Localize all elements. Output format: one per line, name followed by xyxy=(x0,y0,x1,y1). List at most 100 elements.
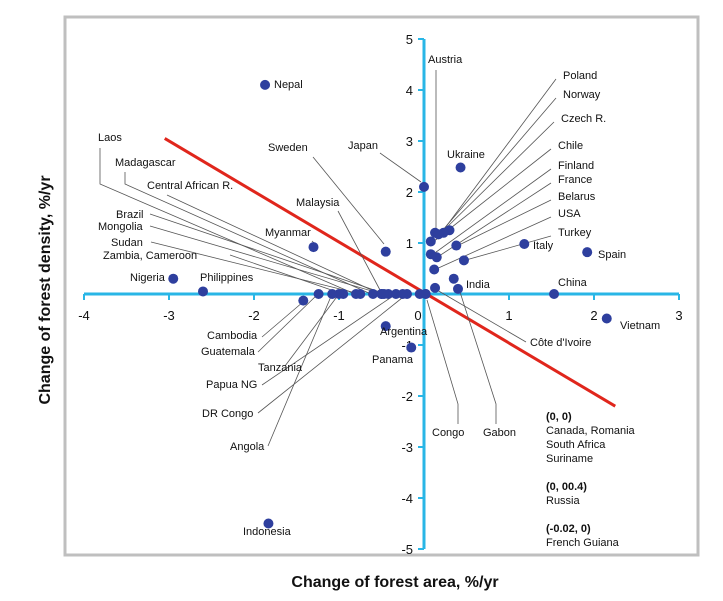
point-nepal xyxy=(260,79,271,90)
label-turkey: Turkey xyxy=(558,227,592,239)
leader-gabon xyxy=(459,291,497,424)
label-austria: Austria xyxy=(428,54,463,66)
label-madagascar: Madagascar xyxy=(115,157,176,169)
point-vietnam xyxy=(601,313,612,324)
point-argentina xyxy=(380,321,391,332)
annotation-title: (-0.02, 0) xyxy=(546,523,591,535)
point-myanmar xyxy=(308,242,319,253)
leader-cambodia xyxy=(261,301,304,338)
point-turkey xyxy=(458,255,469,266)
label-poland: Poland xyxy=(563,70,597,82)
point-belarus xyxy=(451,240,462,251)
label-norway: Norway xyxy=(563,89,601,101)
label-gabon: Gabon xyxy=(483,427,516,439)
leader-zambia-cameroon xyxy=(229,254,344,295)
label-malaysia: Malaysia xyxy=(296,197,340,209)
leader-tanzania xyxy=(284,293,340,367)
point-unlabeled xyxy=(397,289,408,299)
label-czech-r: Czech R. xyxy=(561,113,606,125)
label-india: India xyxy=(466,279,491,291)
leader-malaysia xyxy=(337,210,381,291)
label-tanzania: Tanzania xyxy=(258,362,303,374)
y-tick-label: -4 xyxy=(401,491,413,506)
leader-poland xyxy=(444,78,557,229)
leader-guatemala xyxy=(257,293,319,353)
annotation-line: South Africa xyxy=(546,439,606,451)
y-axis-title: Change of forest density, %/yr xyxy=(37,175,54,404)
annotation-title: (0, 0) xyxy=(546,411,572,423)
point-unlabeled xyxy=(420,289,431,299)
y-tick-label: 5 xyxy=(406,32,413,47)
label-japan: Japan xyxy=(348,140,378,152)
plot-frame xyxy=(63,15,700,557)
point-nigeria xyxy=(168,273,179,284)
point-cambodia xyxy=(298,295,309,306)
point-sweden xyxy=(380,246,391,257)
y-tick-label: -5 xyxy=(401,542,413,557)
label-myanmar: Myanmar xyxy=(265,227,311,239)
label-indonesia: Indonesia xyxy=(243,526,292,538)
label-sudan: Sudan xyxy=(111,237,143,249)
annotation-line: Suriname xyxy=(546,453,593,465)
label-nigeria: Nigeria xyxy=(130,272,166,284)
x-tick-label: 3 xyxy=(675,308,682,323)
label-congo: Congo xyxy=(432,427,464,439)
label-usa: USA xyxy=(558,208,581,220)
point-usa xyxy=(429,264,440,275)
label-spain: Spain xyxy=(598,249,626,261)
leader-finland xyxy=(431,168,552,256)
leader-lines xyxy=(99,70,557,447)
label-france: France xyxy=(558,174,592,186)
annotations: (0, 0) Canada, Romania South Africa Surinam… xyxy=(546,411,636,549)
label-italy: Italy xyxy=(533,240,554,252)
label-mongolia: Mongolia xyxy=(98,221,144,233)
leader-angola xyxy=(267,293,333,447)
leader-brazil xyxy=(149,213,387,295)
x-tick-label: 2 xyxy=(590,308,597,323)
leader-laos xyxy=(99,148,356,295)
leader-turkey xyxy=(465,235,552,261)
point-spain xyxy=(582,247,593,258)
label-central-african-r: Central African R. xyxy=(147,180,233,192)
label-belarus: Belarus xyxy=(558,191,596,203)
leader-sudan xyxy=(150,241,361,295)
label-sweden: Sweden xyxy=(268,142,308,154)
x-tick-label: -3 xyxy=(163,308,175,323)
label-finland: Finland xyxy=(558,160,594,172)
label-ukraine: Ukraine xyxy=(447,149,485,161)
point-japan xyxy=(419,181,429,192)
y-tick-label: -2 xyxy=(401,389,413,404)
x-tick-label: -4 xyxy=(78,308,90,323)
y-tick-label: 4 xyxy=(406,83,413,98)
label-zambia-cameroon: Zambia, Cameroon xyxy=(103,250,197,262)
leader-mongolia xyxy=(149,225,383,295)
leader-usa xyxy=(433,216,552,271)
leader-sweden xyxy=(312,156,385,245)
point-chile xyxy=(425,236,436,247)
label-philippines: Philippines xyxy=(200,272,254,284)
leader-norway xyxy=(441,97,557,232)
leader-congo xyxy=(426,299,459,424)
point-panama xyxy=(406,342,417,353)
trend-line xyxy=(163,137,617,408)
leader-czech-r xyxy=(439,121,555,235)
x-tick-label: -2 xyxy=(248,308,260,323)
label-angola: Angola xyxy=(230,441,265,453)
point-gabon xyxy=(453,283,463,294)
label-c-te-d-ivoire: Côte d'Ivoire xyxy=(530,337,591,349)
label-vietnam: Vietnam xyxy=(620,320,660,332)
label-china: China xyxy=(558,277,588,289)
x-tick-label: 1 xyxy=(505,308,512,323)
leader-central-african-r xyxy=(166,194,381,295)
leader-c-te-d-ivoire xyxy=(436,289,527,343)
y-tick-label: -3 xyxy=(401,440,413,455)
x-tick-label: -1 xyxy=(333,308,345,323)
point-france xyxy=(431,252,442,263)
leader-belarus xyxy=(458,199,552,246)
point-philippines xyxy=(198,286,208,297)
annotation-line: Canada, Romania xyxy=(546,425,636,437)
data-points xyxy=(168,79,612,529)
label-panama: Panama xyxy=(372,354,414,366)
label-chile: Chile xyxy=(558,140,583,152)
